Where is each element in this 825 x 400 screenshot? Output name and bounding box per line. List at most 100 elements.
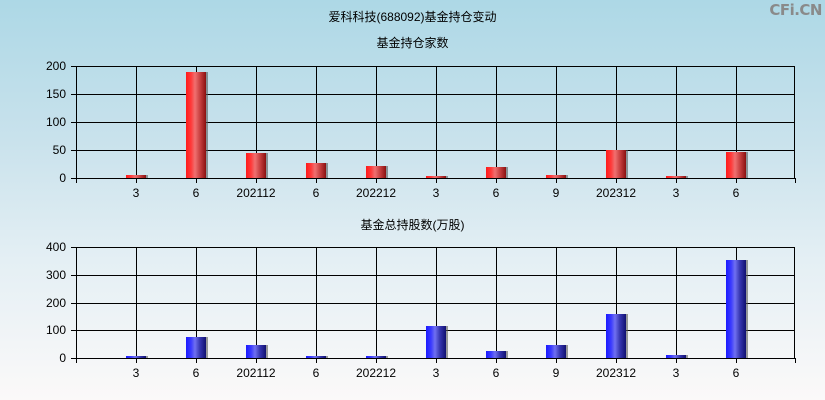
gridline-vertical (196, 248, 197, 358)
x-tick-mark (736, 178, 737, 183)
bar[interactable] (186, 336, 206, 358)
gridline-vertical (256, 248, 257, 358)
x-tick-label: 9 (552, 366, 560, 380)
bar[interactable] (426, 176, 446, 178)
gridline-vertical (316, 67, 317, 178)
x-tick-label: 3 (672, 366, 680, 380)
x-tick-mark (376, 358, 377, 363)
x-tick-mark (316, 178, 317, 183)
y-tick-mark (71, 330, 76, 332)
x-tick-label: 9 (552, 186, 560, 200)
y-tick-label: 150 (45, 87, 66, 101)
x-tick-mark (136, 178, 137, 183)
x-tick-mark (556, 178, 557, 183)
x-tick-mark (376, 178, 377, 183)
gridline-vertical (676, 248, 677, 358)
y-tick-mark (71, 66, 76, 67)
gridline-vertical (556, 248, 557, 358)
x-tick-mark (136, 358, 137, 363)
bar[interactable] (186, 72, 206, 178)
bar[interactable] (726, 259, 746, 358)
x-tick-mark (795, 358, 796, 363)
x-tick-label: 6 (492, 186, 500, 200)
x-tick-mark (496, 358, 497, 363)
bar[interactable] (126, 175, 146, 178)
x-tick-label: 3 (432, 366, 440, 380)
x-tick-mark (616, 178, 617, 183)
gridline-vertical (496, 248, 497, 358)
bar[interactable] (486, 166, 506, 178)
y-tick-label: 400 (45, 240, 66, 254)
bar[interactable] (306, 356, 326, 358)
gridline-horizontal (77, 94, 794, 95)
bar[interactable] (246, 152, 266, 178)
gridline-horizontal (77, 150, 794, 151)
bar[interactable] (306, 162, 326, 178)
x-tick-mark (196, 358, 197, 363)
watermark-logo: CFi.CN (769, 1, 822, 19)
x-tick-label: 202112 (236, 366, 276, 380)
gridline-vertical (616, 67, 617, 178)
bar[interactable] (426, 325, 446, 358)
x-tick-mark (76, 358, 77, 363)
gridline-vertical (676, 67, 677, 178)
x-tick-label: 6 (312, 366, 320, 380)
y-tick-mark (71, 94, 76, 95)
y-tick-label: 300 (45, 267, 66, 282)
bar[interactable] (666, 176, 686, 178)
y-tick-mark (71, 302, 76, 304)
bar[interactable] (126, 356, 146, 358)
y-tick-label: 0 (59, 351, 66, 365)
bar[interactable] (546, 175, 566, 178)
gridline-vertical (136, 248, 137, 358)
x-tick-mark (556, 358, 557, 363)
x-tick-label: 202312 (595, 186, 637, 200)
gridline-vertical (376, 67, 377, 178)
x-tick-label: 3 (132, 366, 140, 380)
bar[interactable] (366, 356, 386, 358)
x-tick-label: 3 (672, 186, 680, 200)
plot-area (76, 66, 795, 179)
chart-title: 爱科科技(688092)基金持仓变动 (328, 10, 497, 24)
gridline-horizontal (77, 274, 794, 276)
x-tick-mark (436, 178, 437, 183)
gridline-horizontal (77, 302, 794, 304)
bar[interactable] (546, 344, 566, 358)
subtitle-holdings-count: 基金持仓家数 (376, 36, 449, 50)
bar[interactable] (726, 151, 746, 178)
gridline-vertical (376, 248, 377, 358)
x-tick-label: 6 (192, 186, 200, 200)
y-tick-mark (71, 122, 76, 123)
x-tick-mark (676, 358, 677, 363)
x-tick-mark (76, 178, 77, 183)
y-tick-label: 100 (45, 115, 66, 129)
x-tick-mark (316, 358, 317, 363)
gridline-horizontal (77, 122, 794, 123)
bar[interactable] (606, 314, 626, 358)
y-tick-mark (71, 247, 76, 248)
x-tick-label: 3 (132, 186, 140, 200)
bar[interactable] (486, 350, 506, 358)
y-tick-label: 0 (59, 171, 66, 185)
x-tick-mark (256, 178, 257, 183)
bar[interactable] (366, 166, 386, 178)
x-tick-mark (676, 178, 677, 183)
gridline-vertical (736, 67, 737, 178)
x-tick-label: 202212 (355, 186, 397, 200)
gridline-vertical (436, 248, 437, 358)
y-tick-label: 200 (45, 59, 66, 73)
gridline-vertical (436, 67, 437, 178)
gridline-vertical (136, 67, 137, 178)
bar[interactable] (246, 344, 266, 358)
gridline-vertical (616, 248, 617, 358)
y-tick-label: 200 (45, 295, 66, 310)
y-tick-mark (71, 274, 76, 276)
x-tick-label: 3 (432, 186, 440, 200)
x-tick-mark (196, 178, 197, 183)
bar[interactable] (666, 355, 686, 358)
y-tick-label: 50 (52, 143, 66, 157)
bar[interactable] (606, 150, 626, 178)
x-tick-mark (436, 358, 437, 363)
y-tick-mark (71, 150, 76, 151)
x-tick-label: 202312 (595, 366, 637, 380)
